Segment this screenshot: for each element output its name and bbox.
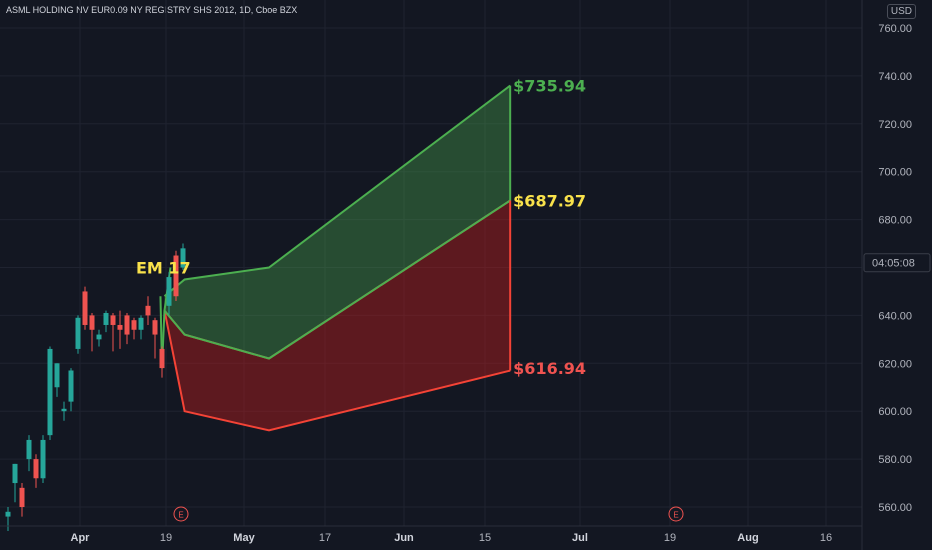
candle-body xyxy=(61,408,67,412)
time-tick-label: Aug xyxy=(737,532,758,544)
mid-price-label: $687.97 xyxy=(513,192,586,211)
upper-price-label: $735.94 xyxy=(513,77,586,96)
price-tick-label: 600.00 xyxy=(878,406,912,418)
candle-body xyxy=(117,324,123,330)
time-tick-label: May xyxy=(233,532,255,544)
candle-body xyxy=(173,255,179,297)
candle-body xyxy=(5,511,11,517)
current-time-label: 04:05:08 xyxy=(872,258,915,270)
time-axis: Apr 19 May 17 Jun 15 Jul 19 Aug 16 xyxy=(0,525,862,544)
time-tick-label: 16 xyxy=(820,532,832,544)
current-price-box xyxy=(863,253,931,273)
price-tick-label: 680.00 xyxy=(878,215,912,227)
time-tick-label: 17 xyxy=(319,532,331,544)
symbol-title: ASML HOLDING NV EUR0.09 NY REGISTRY SHS … xyxy=(6,5,298,15)
time-tick-label: Jun xyxy=(394,532,414,544)
upper-zone-fill xyxy=(164,85,511,359)
candle-body xyxy=(40,439,46,479)
earnings-marker-label: E xyxy=(673,511,678,520)
annotations: EM 17 $735.94 $687.97 $616.94 E E xyxy=(136,77,684,522)
candle-body xyxy=(152,320,158,335)
time-tick-label: Apr xyxy=(71,532,91,544)
candle-body xyxy=(26,439,32,460)
currency-button[interactable]: USD xyxy=(886,4,916,19)
lower-price-label: $616.94 xyxy=(513,359,586,378)
candle-body xyxy=(131,320,137,330)
time-tick-label: 19 xyxy=(160,532,172,544)
grid xyxy=(0,0,862,526)
candle-body xyxy=(47,348,53,436)
candle-body xyxy=(68,370,74,402)
mid-band-line xyxy=(163,199,511,360)
time-tick-label: Jul xyxy=(572,532,588,544)
candle-body xyxy=(82,291,88,325)
candle-body xyxy=(166,277,172,306)
price-tick-label: 740.00 xyxy=(878,71,912,83)
candle-body xyxy=(75,317,81,349)
candle-body xyxy=(12,463,18,484)
candle-body xyxy=(96,334,102,340)
earnings-marker[interactable] xyxy=(668,506,684,522)
price-tick-label: 560.00 xyxy=(878,502,912,514)
candle-body xyxy=(89,315,95,330)
candles xyxy=(5,243,186,531)
candle-body xyxy=(124,315,130,335)
earnings-marker-label: E xyxy=(178,511,183,520)
candle-body xyxy=(159,348,165,369)
price-tick-label: 640.00 xyxy=(878,310,912,322)
candle-body xyxy=(180,248,186,268)
candle-body xyxy=(103,313,109,325)
lower-band-line xyxy=(163,310,511,432)
candle-body xyxy=(54,363,60,388)
price-tick-label: 580.00 xyxy=(878,454,912,466)
time-tick-label: 19 xyxy=(664,532,676,544)
price-tick-label: 700.00 xyxy=(878,167,912,179)
price-tick-label: 720.00 xyxy=(878,119,912,131)
candle-body xyxy=(33,459,39,479)
time-tick-label: 15 xyxy=(479,532,491,544)
expected-move-bands xyxy=(159,84,512,432)
earnings-marker[interactable] xyxy=(173,506,189,522)
price-tick-label: 760.00 xyxy=(878,23,912,35)
em-label: EM 17 xyxy=(136,259,191,278)
candle-body xyxy=(110,315,116,325)
candle-body xyxy=(138,317,144,330)
price-tick-label: 620.00 xyxy=(878,358,912,370)
candle-body xyxy=(19,487,25,507)
candle-body xyxy=(145,305,151,316)
price-axis: 760.00740.00720.00700.00680.00660.00640.… xyxy=(861,0,931,550)
